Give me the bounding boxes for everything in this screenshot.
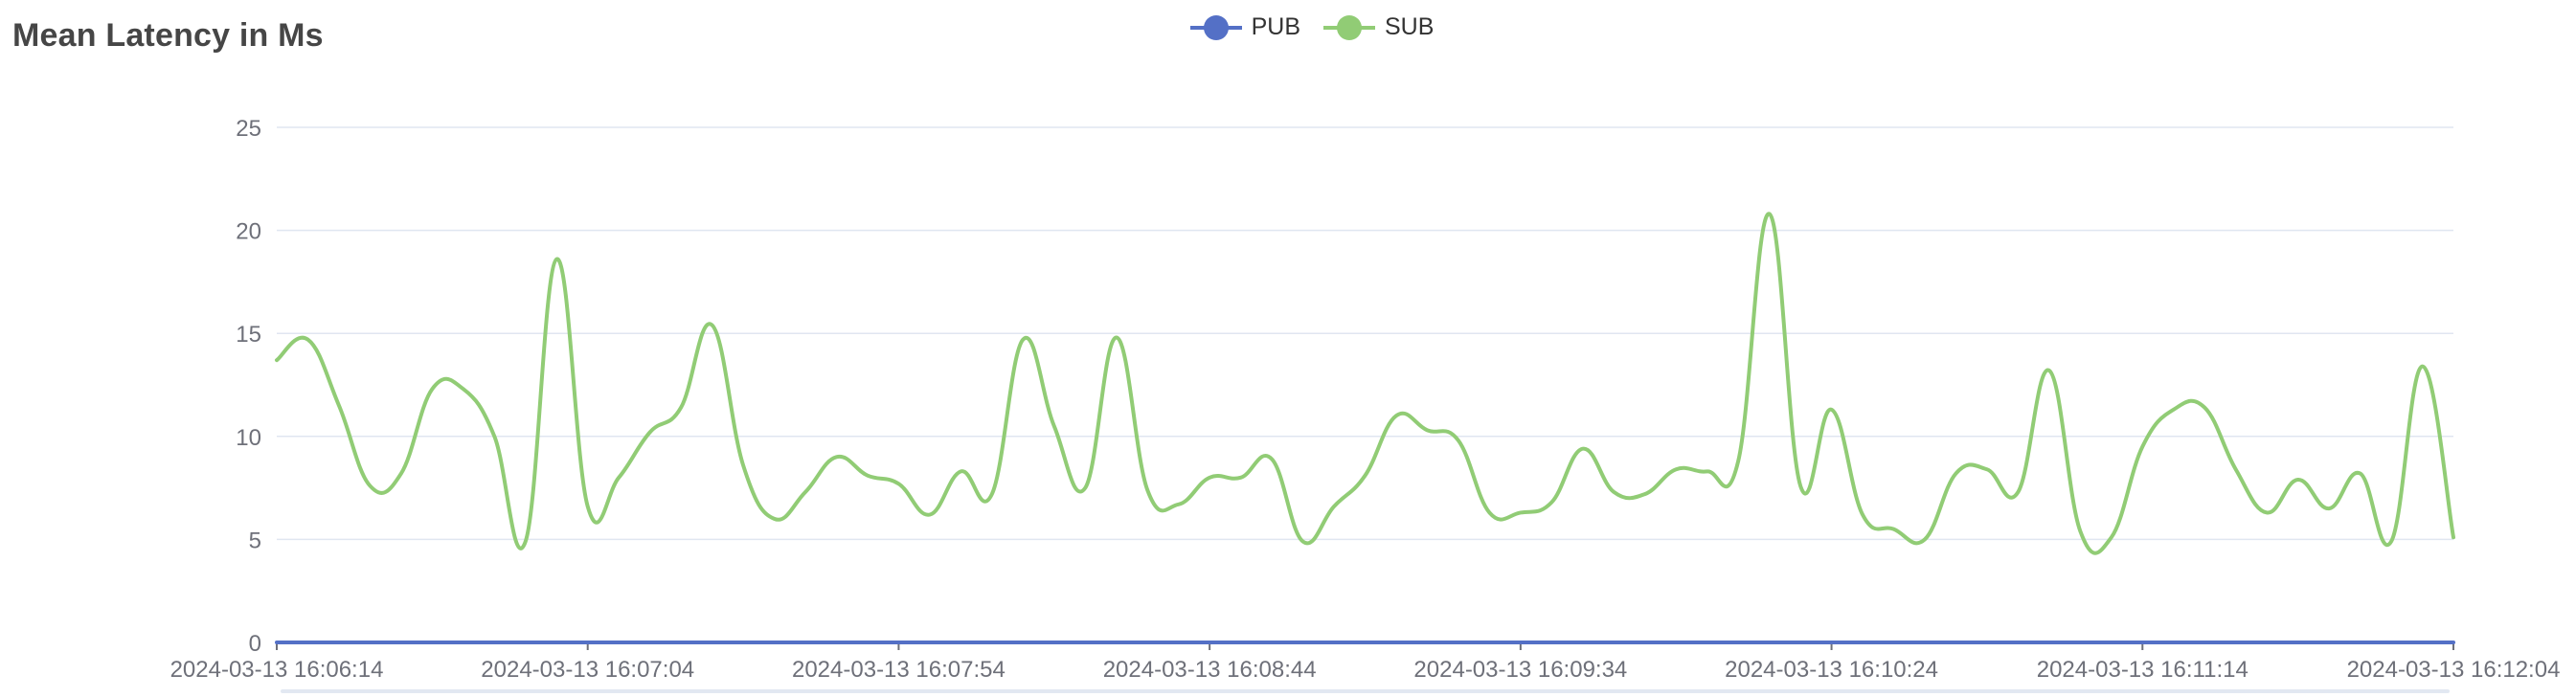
x-tick-label: 2024-03-13 16:12:04 [2347, 657, 2561, 683]
x-tick-label: 2024-03-13 16:06:14 [170, 657, 384, 683]
x-axis: 2024-03-13 16:06:14 2024-03-13 16:07:04 20… [170, 641, 2561, 683]
legend: PUB SUB [0, 13, 2576, 41]
x-tick-label: 2024-03-13 16:11:14 [2037, 657, 2248, 683]
legend-dot-pub [1203, 14, 1229, 40]
grid-lines [277, 126, 2453, 541]
y-tick-label: 10 [236, 425, 261, 451]
series-line-sub [275, 212, 2455, 555]
x-tick-label: 2024-03-13 16:10:24 [1725, 657, 1938, 683]
x-tick-label: 2024-03-13 16:07:04 [481, 657, 694, 683]
x-tick-label: 2024-03-13 16:08:44 [1103, 657, 1317, 683]
y-tick-label: 25 [236, 116, 261, 142]
legend-item-sub[interactable]: SUB [1323, 13, 1434, 41]
legend-swatch-sub-icon [1323, 14, 1375, 40]
data-zoom-bar[interactable] [281, 689, 2450, 693]
x-tick-label: 2024-03-13 16:07:54 [792, 657, 1006, 683]
y-tick-label: 0 [249, 631, 261, 657]
y-tick-label: 20 [236, 219, 261, 245]
y-tick-label: 5 [249, 528, 261, 553]
y-axis-ticks: 0 5 10 15 20 25 [236, 116, 261, 657]
chart-title: Mean Latency in Ms [12, 17, 324, 54]
data-zoom-track[interactable] [281, 689, 2450, 693]
legend-dot-sub [1337, 14, 1362, 40]
legend-label-sub: SUB [1385, 13, 1435, 40]
series-lines [275, 212, 2455, 644]
legend-swatch-pub-icon [1189, 14, 1242, 40]
legend-label-pub: PUB [1251, 13, 1300, 40]
x-tick-label: 2024-03-13 16:09:34 [1413, 657, 1627, 683]
legend-item-pub[interactable]: PUB [1189, 13, 1300, 41]
y-tick-label: 15 [236, 322, 261, 348]
